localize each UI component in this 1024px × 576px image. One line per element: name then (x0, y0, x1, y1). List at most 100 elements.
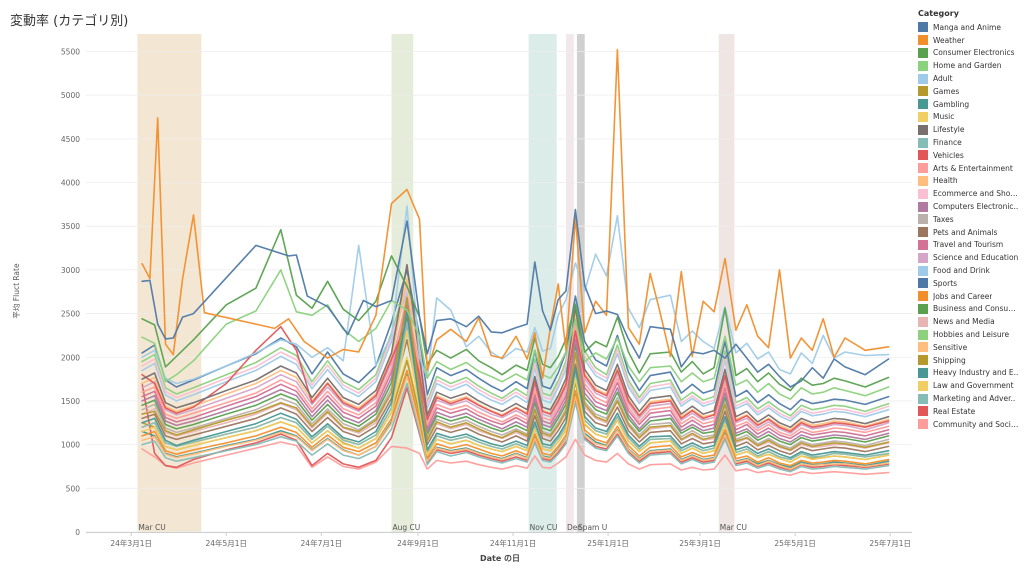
y-tick-label-4: 2000 (61, 353, 80, 362)
legend-label: Home and Garden (933, 61, 1002, 71)
legend-swatch (918, 150, 928, 161)
legend-item[interactable]: Lifestyle (918, 123, 1022, 136)
series-line-29 (141, 382, 890, 473)
series-line-19 (141, 290, 890, 422)
y-tick-label-2: 1000 (61, 441, 80, 450)
legend-label: News and Media (933, 317, 995, 327)
x-tick-label-2: 24年7月1日 (301, 538, 343, 548)
legend-label: Vehicles (933, 150, 964, 160)
legend-item[interactable]: Science and Education (918, 251, 1022, 264)
legend-item[interactable]: Marketing and Adver.. (918, 392, 1022, 405)
series-line-15 (141, 325, 890, 449)
legend-item[interactable]: Community and Socie.. (918, 418, 1022, 431)
y-tick-label-3: 1500 (61, 397, 80, 406)
band-label-4: Spam U (578, 523, 607, 532)
legend-label: Gambling (933, 99, 970, 109)
legend-label: Food and Drink (933, 266, 990, 276)
legend-item[interactable]: Business and Consum.. (918, 303, 1022, 316)
x-tick-label-6: 25年3月1日 (679, 538, 721, 548)
legend-label: Travel and Tourism (933, 240, 1004, 250)
series-line-14 (141, 304, 890, 443)
series-line-30 (141, 382, 890, 471)
legend-swatch (918, 60, 928, 71)
legend-item[interactable]: Pets and Animals (918, 226, 1022, 239)
legend-label: Shipping (933, 355, 966, 365)
legend-item[interactable]: Jobs and Career (918, 290, 1022, 303)
legend-item[interactable]: Consumer Electronics (918, 47, 1022, 60)
legend-item[interactable]: Computers Electronic.. (918, 200, 1022, 213)
legend-label: Manga and Anime (933, 22, 1001, 32)
legend-label: Taxes (933, 214, 954, 224)
legend-label: Hobbies and Leisure (933, 330, 1010, 340)
legend-item[interactable]: Manga and Anime (918, 21, 1022, 34)
series-line-9 (141, 321, 890, 461)
legend-item[interactable]: Food and Drink (918, 264, 1022, 277)
legend-label: Lifestyle (933, 125, 965, 135)
legend-item[interactable]: Travel and Tourism (918, 239, 1022, 252)
legend-item[interactable]: Music (918, 111, 1022, 124)
legend-item[interactable]: Taxes (918, 213, 1022, 226)
legend: Category Manga and Anime Weather Consumer … (918, 9, 1022, 431)
legend-item[interactable]: Sensitive (918, 341, 1022, 354)
y-tick-label-6: 3000 (61, 266, 80, 275)
chart-title: 変動率 (カテゴリ別) (10, 14, 129, 29)
legend-item[interactable]: Shipping (918, 354, 1022, 367)
legend-swatch (918, 291, 928, 302)
y-tick-label-9: 4500 (61, 135, 80, 144)
legend-item[interactable]: Sports (918, 277, 1022, 290)
y-tick-label-0: 0 (75, 528, 80, 537)
legend-item[interactable]: Health (918, 175, 1022, 188)
series-line-0 (141, 208, 890, 388)
legend-swatch (918, 393, 928, 404)
legend-item[interactable]: Real Estate (918, 405, 1022, 418)
series-line-6 (141, 311, 890, 459)
legend-item[interactable]: Finance (918, 136, 1022, 149)
legend-label: Sports (933, 278, 958, 288)
series-line-7 (141, 330, 890, 463)
y-tick-label-7: 3500 (61, 222, 80, 231)
legend-swatch (918, 175, 928, 186)
legend-label: Marketing and Adver.. (933, 394, 1016, 403)
legend-item[interactable]: News and Media (918, 315, 1022, 328)
legend-swatch (918, 99, 928, 110)
legend-swatch (918, 214, 928, 225)
legend-item[interactable]: Games (918, 85, 1022, 98)
y-axis: 0 500 1000 1500 2000 2500 3000 3500 4000 4500 5000… (61, 47, 80, 537)
legend-item[interactable]: Adult (918, 72, 1022, 85)
series-line-5 (141, 297, 890, 451)
legend-item[interactable]: Ecommerce and Shop.. (918, 187, 1022, 200)
legend-swatch (918, 35, 928, 46)
legend-swatch (918, 22, 928, 33)
legend-swatch (918, 406, 928, 417)
legend-swatch (918, 227, 928, 238)
legend-label: Consumer Electronics (933, 48, 1015, 58)
legend-item[interactable]: Hobbies and Leisure (918, 328, 1022, 341)
series-line-18 (141, 299, 890, 435)
legend-label: Real Estate (933, 406, 976, 416)
legend-label: Finance (933, 138, 962, 148)
x-axis-label: Date の日 (480, 554, 520, 563)
legend-items: Manga and Anime Weather Consumer Electroni… (918, 21, 1022, 431)
band-label-1: Aug CU (392, 523, 420, 532)
legend-swatch (918, 265, 928, 276)
y-tick-label-5: 2500 (61, 310, 80, 319)
x-tick-label-3: 24年9月1日 (397, 538, 439, 548)
legend-swatch (918, 239, 928, 250)
legend-swatch (918, 188, 928, 199)
legend-item[interactable]: Home and Garden (918, 59, 1022, 72)
legend-label: Sensitive (933, 342, 968, 352)
legend-label: Health (933, 176, 958, 186)
series-line-1 (141, 48, 890, 379)
series-line-21 (141, 369, 890, 467)
legend-item[interactable]: Arts & Entertainment (918, 162, 1022, 175)
legend-item[interactable]: Law and Government (918, 379, 1022, 392)
legend-item[interactable]: Gambling (918, 98, 1022, 111)
legend-item[interactable]: Vehicles (918, 149, 1022, 162)
legend-label: Law and Government (933, 381, 1014, 391)
legend-item[interactable]: Weather (918, 34, 1022, 47)
legend-item[interactable]: Heavy Industry and E.. (918, 367, 1022, 380)
series-line-2 (141, 228, 890, 392)
band-label-3: Dec (567, 523, 582, 532)
legend-swatch (918, 73, 928, 84)
